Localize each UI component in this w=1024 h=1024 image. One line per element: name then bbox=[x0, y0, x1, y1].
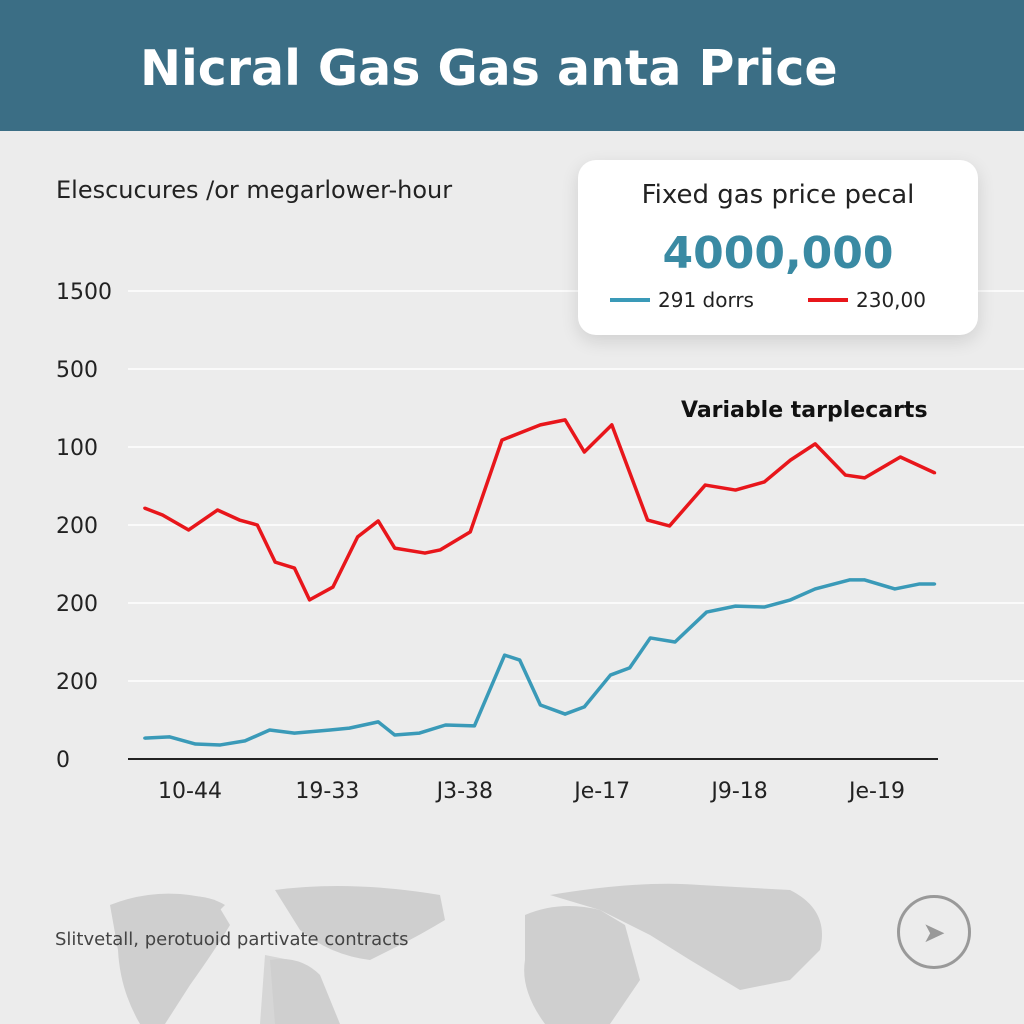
data-point bbox=[893, 587, 897, 591]
data-point bbox=[243, 739, 247, 743]
data-point bbox=[503, 653, 507, 657]
data-point bbox=[292, 566, 296, 570]
x-tick-label: J3-38 bbox=[435, 779, 493, 804]
legend-item-blue: 291 dorrs bbox=[610, 288, 754, 312]
annotation-variable: Variable tarplecarts bbox=[681, 398, 928, 423]
data-point bbox=[673, 640, 677, 644]
data-point bbox=[582, 705, 586, 709]
data-point bbox=[608, 673, 612, 677]
data-point bbox=[393, 733, 397, 737]
data-point bbox=[918, 582, 922, 586]
chart-title: Nicral Gas Gas anta Price bbox=[140, 40, 838, 97]
data-point bbox=[255, 523, 259, 527]
data-point bbox=[933, 582, 937, 586]
data-point bbox=[187, 528, 191, 532]
data-point bbox=[788, 598, 792, 602]
x-tick-label: Je-19 bbox=[847, 779, 905, 804]
data-point bbox=[628, 666, 632, 670]
data-point bbox=[898, 455, 902, 459]
data-point bbox=[863, 578, 867, 582]
data-point bbox=[417, 731, 421, 735]
data-point bbox=[703, 483, 707, 487]
data-point bbox=[733, 604, 737, 608]
y-axis-label: Elescucures /or megarlower-hour bbox=[56, 176, 453, 204]
legend-swatch-blue bbox=[610, 298, 650, 302]
y-tick-label: 1500 bbox=[56, 280, 112, 305]
x-tick-label: 19-33 bbox=[295, 779, 359, 804]
data-point bbox=[646, 518, 650, 522]
x-tick-label: 10-44 bbox=[158, 779, 222, 804]
data-point bbox=[273, 560, 277, 564]
data-point bbox=[347, 726, 351, 730]
data-point bbox=[438, 548, 442, 552]
y-tick-label: 100 bbox=[56, 436, 98, 461]
data-point bbox=[563, 712, 567, 716]
data-point bbox=[668, 524, 672, 528]
data-point bbox=[733, 488, 737, 492]
card-value: 4000,000 bbox=[662, 228, 894, 279]
data-point bbox=[843, 473, 847, 477]
data-point bbox=[538, 703, 542, 707]
data-point bbox=[215, 508, 219, 512]
header-banner: Nicral Gas Gas anta Price bbox=[0, 0, 1024, 131]
data-point bbox=[393, 546, 397, 550]
data-point bbox=[472, 724, 476, 728]
footer-note: Slitvetall, perotuoid partivate contract… bbox=[55, 929, 409, 950]
y-tick-label: 200 bbox=[56, 514, 98, 539]
fixed-price-card: Fixed gas price pecal 4000,000 291 dorrs… bbox=[578, 160, 978, 335]
data-point bbox=[331, 585, 335, 589]
y-tick-label: 0 bbox=[56, 748, 70, 773]
data-point bbox=[292, 731, 296, 735]
card-title: Fixed gas price pecal bbox=[641, 180, 915, 210]
data-point bbox=[268, 728, 272, 732]
data-point bbox=[237, 518, 241, 522]
data-point bbox=[167, 735, 171, 739]
data-point bbox=[193, 742, 197, 746]
data-point bbox=[648, 636, 652, 640]
data-point bbox=[813, 442, 817, 446]
data-point bbox=[933, 471, 937, 475]
x-tick-label: J9-18 bbox=[709, 779, 767, 804]
data-point bbox=[423, 551, 427, 555]
data-point bbox=[518, 658, 522, 662]
data-point bbox=[848, 578, 852, 582]
data-point bbox=[762, 605, 766, 609]
data-point bbox=[308, 598, 312, 602]
data-point bbox=[161, 513, 165, 517]
data-point bbox=[356, 535, 360, 539]
data-point bbox=[500, 438, 504, 442]
y-tick-label: 200 bbox=[56, 592, 98, 617]
data-point bbox=[705, 610, 709, 614]
data-point bbox=[610, 423, 614, 427]
data-point bbox=[762, 480, 766, 484]
data-point bbox=[813, 587, 817, 591]
data-point bbox=[218, 743, 222, 747]
data-point bbox=[538, 423, 542, 427]
data-point bbox=[143, 506, 147, 510]
legend-label: 230,00 bbox=[856, 288, 926, 312]
legend-swatch-red bbox=[808, 298, 848, 302]
data-point bbox=[444, 723, 448, 727]
data-point bbox=[582, 450, 586, 454]
data-point bbox=[143, 736, 147, 740]
data-point bbox=[376, 519, 380, 523]
legend-item-red: 230,00 bbox=[808, 288, 926, 312]
data-point bbox=[788, 458, 792, 462]
series-line-blue bbox=[144, 578, 935, 747]
y-tick-label: 500 bbox=[56, 358, 98, 383]
data-point bbox=[468, 530, 472, 534]
data-point bbox=[563, 418, 567, 422]
legend-label: 291 dorrs bbox=[658, 288, 754, 312]
data-point bbox=[376, 720, 380, 724]
data-point bbox=[863, 476, 867, 480]
data-point bbox=[328, 728, 332, 732]
logo-icon: ➤ bbox=[897, 895, 971, 969]
data-point bbox=[518, 431, 522, 435]
x-tick-label: Je-17 bbox=[572, 779, 630, 804]
y-tick-label: 200 bbox=[56, 670, 98, 695]
